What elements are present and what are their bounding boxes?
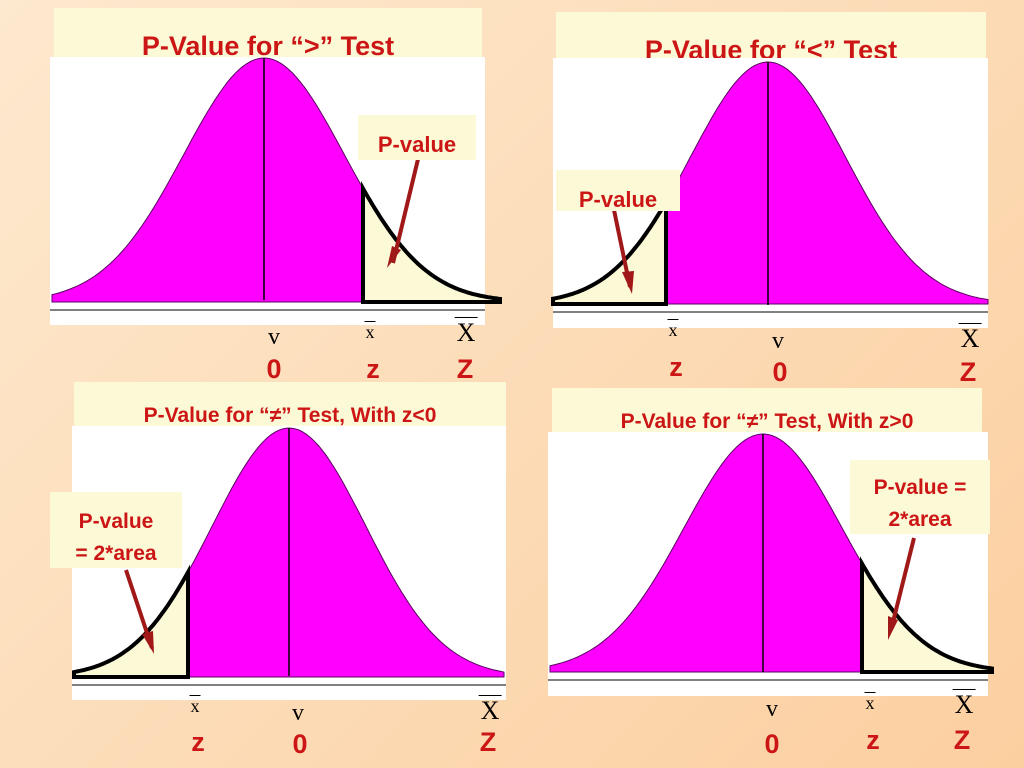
z-stat-label: z bbox=[866, 725, 880, 755]
normal-curve-area bbox=[665, 61, 989, 305]
mu-label: v bbox=[292, 700, 304, 726]
xbar-label: x bbox=[667, 319, 679, 340]
xbar-label: x bbox=[189, 695, 201, 716]
pointer-arrow bbox=[889, 537, 916, 631]
p-value-tail-area bbox=[72, 564, 190, 679]
p-value-callout: P-value bbox=[556, 170, 680, 212]
p-value-callout: P-value = 2*area bbox=[50, 492, 182, 568]
normal-curve-area bbox=[51, 57, 364, 303]
z-stat-label: z bbox=[366, 354, 380, 384]
p-value-callout: P-value = 2*area bbox=[850, 460, 990, 534]
zero-label: 0 bbox=[764, 729, 780, 759]
p-value-tail-area bbox=[551, 194, 668, 306]
arrowhead bbox=[622, 271, 634, 294]
zero-label: 0 bbox=[772, 357, 788, 387]
xbar-label: x bbox=[864, 692, 876, 713]
callout-line: P-value = bbox=[873, 476, 967, 499]
mu-label: v bbox=[766, 696, 778, 722]
xbar-axis-label: X bbox=[454, 317, 478, 347]
xbar-axis-label: X bbox=[478, 695, 502, 725]
xbar-axis-label: X bbox=[952, 689, 976, 719]
arrowhead bbox=[387, 246, 401, 268]
z-axis-label: Z bbox=[953, 725, 971, 755]
callout-line: P-value bbox=[78, 510, 154, 533]
arrowhead bbox=[142, 631, 154, 654]
p-value-tail-area bbox=[860, 556, 994, 674]
callout-line: 2*area bbox=[888, 508, 952, 531]
panel-title: P-Value for “≠” Test, With z<0 bbox=[74, 382, 506, 430]
z-axis-label: Z bbox=[479, 727, 497, 757]
callout-line: = 2*area bbox=[75, 542, 157, 565]
z-axis-label: Z bbox=[456, 354, 474, 384]
z-stat-label: z bbox=[669, 352, 683, 382]
zero-label: 0 bbox=[266, 354, 282, 384]
panel-title: P-Value for “≠” Test, With z>0 bbox=[552, 388, 982, 436]
normal-curve-area bbox=[187, 427, 505, 678]
xbar-label: x bbox=[364, 321, 376, 342]
mu-label: v bbox=[268, 324, 280, 350]
pointer-arrow bbox=[391, 154, 421, 264]
p-value-callout: P-value bbox=[358, 115, 476, 160]
mu-label: v bbox=[772, 328, 784, 354]
p-value-tail-area bbox=[361, 180, 502, 304]
normal-curve-area bbox=[549, 433, 863, 673]
z-stat-label: z bbox=[191, 727, 205, 757]
panel-title: P-Value for “>” Test bbox=[54, 8, 482, 62]
xbar-axis-label: X bbox=[958, 323, 982, 353]
z-axis-label: Z bbox=[959, 357, 977, 387]
arrowhead bbox=[888, 616, 898, 640]
zero-label: 0 bbox=[292, 729, 308, 759]
